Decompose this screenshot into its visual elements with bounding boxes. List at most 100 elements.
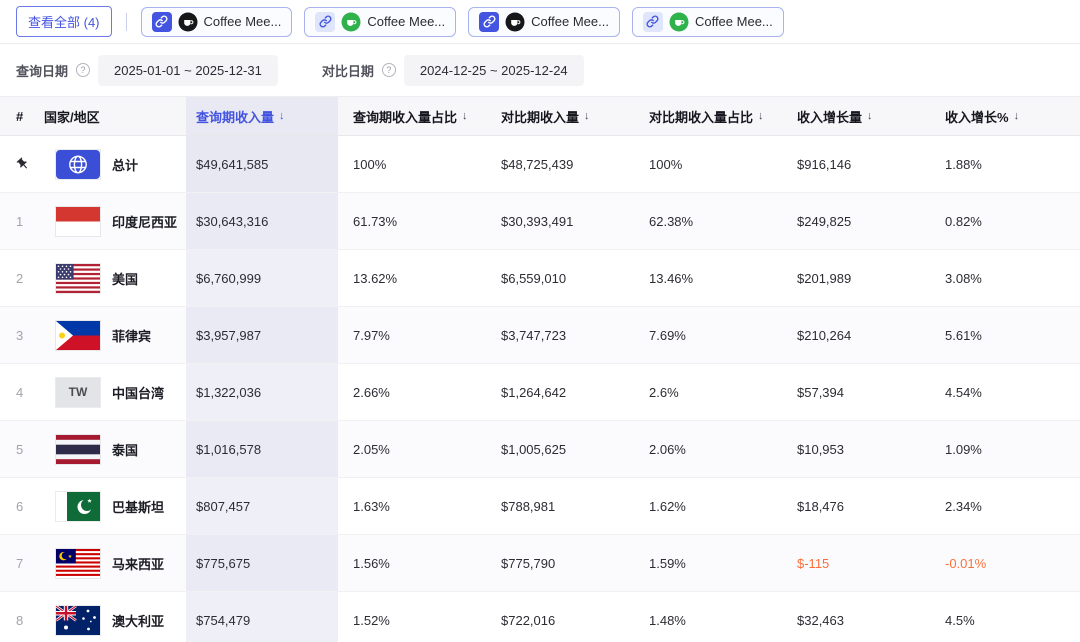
chain-link-icon	[151, 11, 172, 32]
sort-desc-arrow-icon: ↓	[279, 110, 285, 122]
country-cell: 澳大利亚	[40, 592, 186, 642]
app-chip-label: Coffee Mee...	[531, 14, 609, 29]
cell-revenue-growth: $916,146	[797, 156, 852, 172]
query-date-group: 查询日期 2025-01-01 ~ 2025-12-31	[16, 54, 278, 86]
app-chip-list: Coffee Mee... Coffee Mee... Coffee Mee... C…	[140, 6, 784, 37]
pin-icon[interactable]	[0, 136, 40, 192]
divider	[125, 12, 127, 31]
app-chip-label: Coffee Mee...	[694, 14, 773, 29]
country-cell: 印度尼西亚	[40, 193, 186, 249]
dark-app-icon	[178, 12, 198, 32]
country-cell: 美国	[40, 250, 186, 306]
row-rank: 3	[16, 327, 24, 343]
table-row-total[interactable]: 总计 $49,641,585 100% $48,725,439 100% $916,146…	[0, 136, 1080, 193]
cell-query-revenue: $754,479	[186, 592, 338, 642]
table-row[interactable]: 1 印度尼西亚 $30,643,316 61.73% $30,393,491 62.38%…	[0, 193, 1080, 250]
sort-desc-arrow-icon: ↓	[1013, 110, 1020, 122]
cell-compare-revenue: $1,264,642	[501, 384, 567, 400]
query-date-label: 查询日期	[16, 63, 69, 79]
compare-date-range-input[interactable]: 2024-12-25 ~ 2025-12-24	[403, 54, 584, 86]
column-header[interactable]: 收入增长量 ↓	[797, 109, 873, 125]
country-name: 菲律宾	[112, 328, 152, 344]
cell-query-revenue: $49,641,585	[186, 136, 338, 192]
cell-compare-revenue: $775,790	[501, 555, 556, 571]
query-date-range-input[interactable]: 2025-01-01 ~ 2025-12-31	[98, 54, 278, 86]
flag-pakistan	[56, 491, 100, 521]
chain-link-icon	[479, 11, 500, 32]
country-cell: 菲律宾	[40, 307, 186, 363]
column-header[interactable]: 收入增长% ↓	[945, 109, 1020, 125]
cell-revenue-growth: $10,953	[797, 441, 844, 457]
green-app-icon	[669, 12, 689, 32]
cell-revenue-growth-percent: 1.09%	[945, 441, 982, 457]
cell-compare-revenue-share: 1.59%	[649, 555, 686, 571]
column-header[interactable]: 查询期收入量 ↓	[186, 97, 338, 135]
cell-query-revenue: $775,675	[186, 535, 338, 591]
flag-philippines	[56, 320, 100, 350]
cell-revenue-growth: $18,476	[797, 498, 844, 514]
cell-query-revenue-share: 61.73%	[353, 213, 398, 229]
row-rank: 4	[16, 384, 24, 400]
column-header[interactable]: 对比期收入量占比 ↓	[649, 109, 764, 125]
column-header[interactable]: 查询期收入量占比 ↓	[353, 109, 468, 125]
table-row[interactable]: 7 马来西亚 $775,675 1.56% $775,790 1.59% $-115 -0.0…	[0, 535, 1080, 592]
cell-revenue-growth-percent: 2.34%	[945, 498, 982, 514]
globe-icon	[56, 149, 100, 179]
view-all-button[interactable]: 查看全部 (4)	[16, 6, 112, 37]
cell-compare-revenue-share: 100%	[649, 156, 683, 172]
cell-compare-revenue: $48,725,439	[501, 156, 574, 172]
cell-revenue-growth-percent: 0.82%	[945, 213, 982, 229]
cell-revenue-growth-percent: 1.88%	[945, 156, 982, 172]
cell-compare-revenue: $3,747,723	[501, 327, 567, 343]
flag-malaysia	[56, 548, 100, 578]
flag-australia	[56, 605, 100, 635]
cell-query-revenue-share: 1.56%	[353, 555, 390, 571]
cell-query-revenue-share: 2.05%	[353, 441, 390, 457]
cell-compare-revenue-share: 7.69%	[649, 327, 686, 343]
sort-desc-arrow-icon: ↓	[867, 110, 873, 122]
dark-app-icon	[505, 12, 525, 32]
chain-link-icon	[315, 11, 336, 32]
cell-revenue-growth: $-115	[797, 555, 830, 571]
country-name: 澳大利亚	[112, 613, 165, 629]
cell-compare-revenue: $722,016	[501, 612, 556, 628]
topbar: 查看全部 (4) Coffee Mee... Coffee Mee... Coffe…	[0, 0, 1080, 44]
country-name: 印度尼西亚	[112, 214, 178, 230]
app-chip[interactable]: Coffee Mee...	[631, 6, 784, 37]
cell-compare-revenue: $1,005,625	[501, 441, 567, 457]
table-row[interactable]: 6 巴基斯坦 $807,457 1.63% $788,981 1.62% $18,476 2.…	[0, 478, 1080, 535]
table-body: 总计 $49,641,585 100% $48,725,439 100% $916,146…	[0, 136, 1080, 642]
green-app-icon	[341, 12, 361, 32]
table-row[interactable]: 2 美国 $6,760,999 13.62% $6,559,010 13.46% $201,…	[0, 250, 1080, 307]
table-row[interactable]: 4 TW 中国台湾 $1,322,036 2.66% $1,264,642 2.6% $57,…	[0, 364, 1080, 421]
cell-revenue-growth: $210,264	[797, 327, 852, 343]
sort-desc-arrow-icon: ↓	[462, 110, 468, 122]
chain-link-icon	[642, 11, 663, 32]
table-row[interactable]: 3 菲律宾 $3,957,987 7.97% $3,747,723 7.69% $210,2…	[0, 307, 1080, 364]
table-row[interactable]: 5 泰国 $1,016,578 2.05% $1,005,625 2.06% $10,953…	[0, 421, 1080, 478]
cell-query-revenue: $6,760,999	[186, 250, 338, 306]
cell-compare-revenue-share: 62.38%	[649, 213, 694, 229]
app-chip[interactable]: Coffee Mee...	[140, 6, 293, 37]
help-icon[interactable]	[76, 63, 91, 77]
cell-query-revenue-share: 1.63%	[353, 498, 390, 514]
table-row[interactable]: 8 澳大利亚 $754,479 1.52% $722,016 1.48% $32,463 4.…	[0, 592, 1080, 642]
country-revenue-table: # 国家/地区 查询期收入量 ↓ 查询期收入量占比 ↓ 对比期收入量 ↓ 对比期收入量占比 ↓ 收入…	[0, 96, 1080, 642]
table-header-row: # 国家/地区 查询期收入量 ↓ 查询期收入量占比 ↓ 对比期收入量 ↓ 对比期收入量占比 ↓ 收入…	[0, 96, 1080, 136]
help-icon[interactable]	[381, 63, 396, 77]
cell-revenue-growth: $201,989	[797, 270, 852, 286]
column-header[interactable]: 对比期收入量 ↓	[501, 109, 590, 125]
cell-compare-revenue: $788,981	[501, 498, 556, 514]
country-cell: TW 中国台湾	[40, 364, 186, 420]
app-chip[interactable]: Coffee Mee...	[304, 6, 457, 37]
cell-revenue-growth: $249,825	[797, 213, 852, 229]
cell-compare-revenue-share: 1.48%	[649, 612, 686, 628]
country-cell: 马来西亚	[40, 535, 186, 591]
country-cell: 泰国	[40, 421, 186, 477]
row-rank: 2	[16, 270, 24, 286]
app-chip[interactable]: Coffee Mee...	[468, 6, 620, 37]
cell-query-revenue-share: 7.97%	[353, 327, 390, 343]
cell-query-revenue: $807,457	[186, 478, 338, 534]
app-chip-label: Coffee Mee...	[203, 14, 282, 29]
compare-date-label: 对比日期	[321, 63, 374, 79]
